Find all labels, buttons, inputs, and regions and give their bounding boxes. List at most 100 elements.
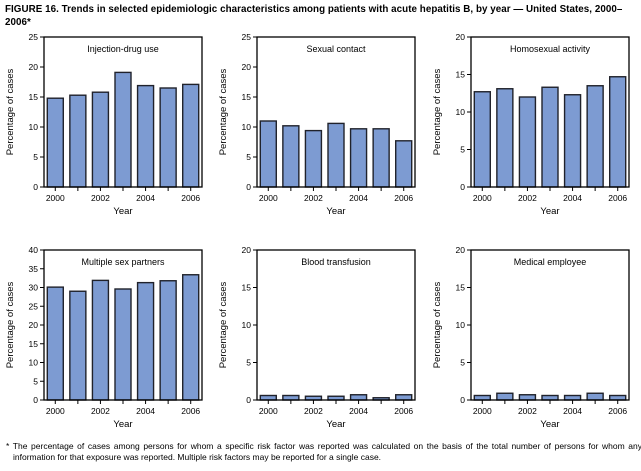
svg-text:25: 25 [28, 32, 38, 42]
svg-text:2004: 2004 [563, 193, 582, 203]
svg-text:10: 10 [456, 320, 466, 330]
chart-multiple-sex-partners: 0 5 10 15 20 25 30 35 40 2000 2002 2004 2006 Multiple… [4, 244, 210, 436]
y-axis: 0 5 10 15 20 [456, 245, 472, 405]
svg-text:15: 15 [456, 70, 466, 80]
bar-2006 [609, 394, 627, 401]
svg-text:10: 10 [456, 107, 466, 117]
svg-text:0: 0 [460, 182, 465, 192]
svg-text:2002: 2002 [518, 193, 537, 203]
svg-text:10: 10 [242, 320, 252, 330]
plot-frame [256, 249, 417, 401]
svg-text:0: 0 [33, 395, 38, 405]
x-axis-label: Year [113, 206, 132, 217]
bar-2006 [181, 83, 200, 188]
svg-text:0: 0 [247, 182, 252, 192]
svg-text:15: 15 [28, 92, 38, 102]
figure-title: FIGURE 16. Trends in selected epidemiolo… [5, 4, 623, 28]
y-axis-label: Percentage of cases [218, 68, 229, 155]
svg-text:10: 10 [28, 358, 38, 368]
chart-medical-employee-svg: 0 5 10 15 20 2000 2002 2004 2006 Medical employee… [432, 245, 630, 430]
svg-text:10: 10 [28, 122, 38, 132]
bar-2000 [473, 394, 492, 401]
svg-text:2000: 2000 [473, 193, 492, 203]
x-axis: 2000 2002 2004 2006 [259, 400, 414, 416]
svg-text:2006: 2006 [181, 193, 200, 203]
svg-text:20: 20 [456, 32, 466, 42]
bar-2006 [395, 140, 413, 188]
bars [46, 71, 200, 188]
y-axis: 0 5 10 15 20 [456, 32, 472, 192]
chart-title: Sexual contact [307, 44, 367, 54]
svg-text:2000: 2000 [473, 406, 492, 416]
x-axis: 2000 2002 2004 2006 [259, 187, 414, 203]
svg-text:2004: 2004 [136, 406, 155, 416]
svg-text:0: 0 [33, 182, 38, 192]
svg-text:25: 25 [28, 301, 38, 311]
bar-2006 [609, 76, 627, 188]
x-axis: 2000 2002 2004 2006 [473, 400, 628, 416]
bar-2002 [518, 96, 537, 188]
y-axis-label: Percentage of cases [5, 68, 16, 155]
bar-2001 [496, 392, 514, 401]
y-axis-label: Percentage of cases [218, 281, 229, 368]
chart-blood-transfusion-svg: 0 5 10 15 20 2000 2002 2004 2006 Blood transfusio… [218, 245, 417, 430]
x-axis-label: Year [541, 419, 560, 430]
chart-title: Medical employee [514, 257, 587, 267]
svg-text:0: 0 [460, 395, 465, 405]
chart-multiple-sex-partners-svg: 0 5 10 15 20 25 30 35 40 2000 2002 2004 2006 Multiple… [5, 245, 203, 430]
chart-homosexual-activity-svg: 0 5 10 15 20 2000 2002 2004 2006 Homosexual activ… [432, 32, 630, 217]
bar-2005 [586, 392, 604, 401]
svg-text:2004: 2004 [350, 406, 369, 416]
bar-2002 [91, 279, 109, 401]
bar-2002 [91, 91, 109, 188]
bar-2000 [473, 91, 492, 188]
bar-2003 [541, 86, 559, 188]
chart-title: Multiple sex partners [81, 257, 165, 267]
x-axis-label: Year [327, 419, 346, 430]
x-axis-label: Year [113, 419, 132, 430]
bars [260, 394, 413, 401]
svg-text:2000: 2000 [259, 406, 278, 416]
plot-frame [470, 249, 630, 401]
chart-blood-transfusion: 0 5 10 15 20 2000 2002 2004 2006 Blood transfusio… [217, 244, 423, 436]
bar-2003 [327, 122, 346, 188]
svg-text:25: 25 [242, 32, 252, 42]
bar-2005 [159, 280, 177, 401]
chart-injection-drug-use-svg: 0 5 10 15 20 25 2000 2002 2004 2006 Injection-drug… [5, 32, 203, 217]
svg-text:2006: 2006 [608, 406, 627, 416]
bar-2003 [114, 71, 132, 188]
svg-text:2002: 2002 [518, 406, 537, 416]
bars [260, 120, 413, 188]
svg-text:40: 40 [28, 245, 38, 255]
bar-2000 [46, 97, 64, 188]
svg-text:2004: 2004 [563, 406, 582, 416]
chart-injection-drug-use: 0 5 10 15 20 25 2000 2002 2004 2006 Injection-drug… [4, 31, 210, 223]
chart-title: Homosexual activity [510, 44, 591, 54]
bar-2001 [282, 125, 301, 188]
svg-text:20: 20 [28, 320, 38, 330]
bar-2001 [68, 94, 87, 188]
svg-text:5: 5 [247, 152, 252, 162]
chart-sexual-contact-svg: 0 5 10 15 20 25 2000 2002 2004 2006 Sexual contact… [218, 32, 417, 217]
bar-2005 [372, 128, 391, 188]
bars [46, 274, 200, 401]
y-axis-label: Percentage of cases [5, 281, 16, 368]
bar-2003 [114, 288, 132, 401]
svg-text:30: 30 [28, 283, 38, 293]
bar-2004 [136, 281, 155, 401]
y-axis: 0 5 10 15 20 25 [242, 32, 258, 192]
svg-text:2002: 2002 [304, 193, 323, 203]
svg-text:5: 5 [33, 376, 38, 386]
chart-sexual-contact: 0 5 10 15 20 25 2000 2002 2004 2006 Sexual contact… [217, 31, 423, 223]
svg-text:15: 15 [242, 92, 252, 102]
bar-2006 [395, 394, 413, 401]
x-axis: 2000 2002 2004 2006 [46, 400, 200, 416]
bar-2004 [136, 84, 155, 188]
bar-2005 [586, 85, 604, 188]
svg-text:2004: 2004 [136, 193, 155, 203]
chart-homosexual-activity: 0 5 10 15 20 2000 2002 2004 2006 Homosexual activ… [431, 31, 637, 223]
bars [473, 76, 627, 188]
x-axis-label: Year [327, 206, 346, 217]
bars [473, 392, 627, 401]
svg-text:0: 0 [247, 395, 252, 405]
